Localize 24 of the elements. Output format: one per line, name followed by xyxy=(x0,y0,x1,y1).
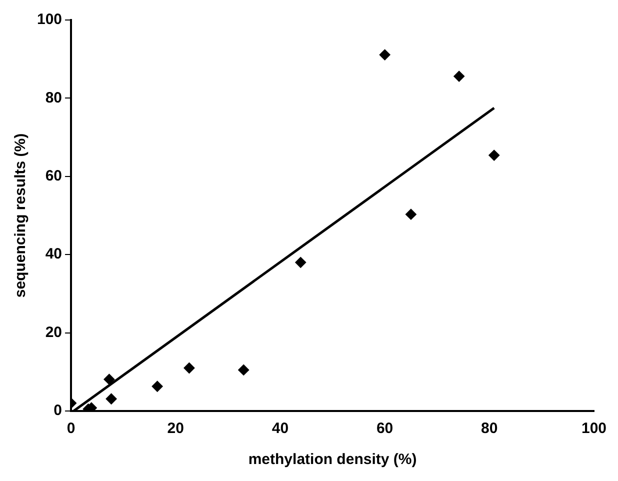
point xyxy=(405,208,416,220)
point xyxy=(488,150,500,161)
point xyxy=(104,374,115,385)
y-tick-label: 100 xyxy=(36,11,62,28)
x-tick-label: 0 xyxy=(66,420,76,438)
x-tick-label: 20 xyxy=(167,420,184,438)
y-tick-label: 40 xyxy=(45,246,62,263)
point xyxy=(106,393,117,404)
point xyxy=(454,70,465,82)
point xyxy=(184,362,195,374)
point xyxy=(379,49,390,60)
y-tick-label: 0 xyxy=(54,402,62,420)
y-tick-label: 60 xyxy=(45,168,62,185)
point xyxy=(152,380,163,392)
y-tick-label: 20 xyxy=(45,324,62,341)
y-axis-title: sequencing results (%) xyxy=(12,133,30,298)
x-axis-title: methylation density (%) xyxy=(248,451,417,468)
x-tick-label: 100 xyxy=(581,420,607,438)
x-tick-label: 80 xyxy=(481,420,498,438)
x-tick-label: 40 xyxy=(272,420,289,438)
point xyxy=(238,364,250,376)
y-tick-label: 80 xyxy=(45,89,62,106)
point xyxy=(295,256,306,268)
x-tick-label: 60 xyxy=(376,420,394,438)
